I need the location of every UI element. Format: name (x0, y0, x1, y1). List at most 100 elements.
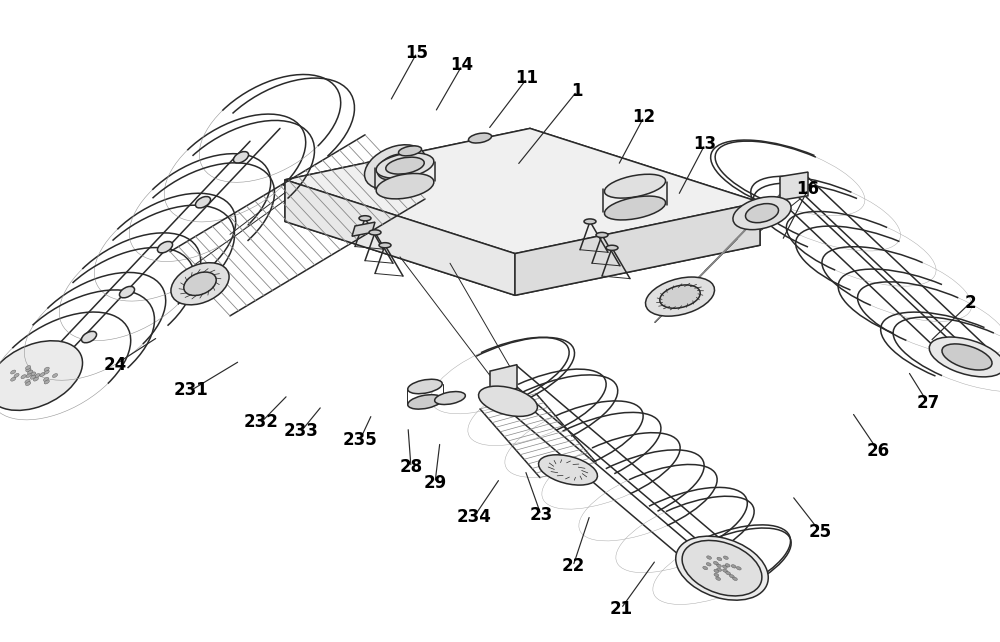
Ellipse shape (376, 173, 434, 199)
Text: 24: 24 (103, 356, 127, 374)
Ellipse shape (660, 285, 700, 308)
Text: 12: 12 (632, 108, 656, 126)
Ellipse shape (729, 575, 734, 578)
Ellipse shape (369, 230, 381, 235)
Ellipse shape (645, 277, 715, 316)
Ellipse shape (725, 564, 730, 567)
Ellipse shape (716, 577, 721, 580)
Ellipse shape (33, 377, 39, 381)
Ellipse shape (398, 146, 422, 156)
Ellipse shape (717, 557, 722, 560)
Ellipse shape (11, 377, 16, 381)
Ellipse shape (25, 365, 31, 370)
Ellipse shape (716, 564, 721, 568)
Ellipse shape (929, 337, 1000, 377)
Ellipse shape (733, 577, 737, 580)
Ellipse shape (707, 556, 711, 559)
Ellipse shape (722, 565, 727, 568)
Ellipse shape (717, 568, 722, 571)
Ellipse shape (386, 157, 424, 174)
Text: 27: 27 (916, 394, 940, 412)
Ellipse shape (30, 375, 36, 379)
Polygon shape (285, 180, 515, 295)
Ellipse shape (706, 562, 711, 566)
Ellipse shape (408, 379, 442, 394)
Ellipse shape (435, 392, 465, 404)
Text: 22: 22 (561, 557, 585, 575)
Text: 233: 233 (284, 422, 318, 440)
Text: 29: 29 (423, 474, 447, 492)
Text: 16: 16 (796, 180, 820, 198)
Ellipse shape (25, 379, 30, 383)
Ellipse shape (377, 154, 413, 180)
Polygon shape (352, 222, 375, 236)
Ellipse shape (11, 370, 16, 374)
Text: 232: 232 (244, 413, 278, 431)
Ellipse shape (736, 567, 741, 570)
Ellipse shape (676, 536, 768, 600)
Ellipse shape (596, 232, 608, 238)
Text: 1: 1 (571, 82, 583, 100)
Text: 21: 21 (609, 600, 633, 618)
Ellipse shape (40, 372, 45, 376)
Ellipse shape (233, 152, 249, 163)
Text: 15: 15 (406, 44, 428, 62)
Text: 234: 234 (457, 508, 491, 526)
Ellipse shape (171, 263, 229, 305)
Ellipse shape (81, 331, 97, 343)
Ellipse shape (30, 372, 36, 376)
Text: 231: 231 (174, 381, 208, 399)
Ellipse shape (745, 204, 779, 223)
Ellipse shape (52, 374, 58, 377)
Ellipse shape (726, 571, 731, 575)
Ellipse shape (26, 368, 31, 372)
Ellipse shape (44, 367, 49, 371)
Ellipse shape (723, 569, 728, 573)
Ellipse shape (379, 243, 391, 248)
Text: 23: 23 (529, 506, 553, 524)
Ellipse shape (119, 286, 135, 298)
Polygon shape (780, 172, 808, 200)
Ellipse shape (35, 374, 40, 377)
Ellipse shape (723, 556, 728, 559)
Ellipse shape (604, 196, 666, 220)
Ellipse shape (604, 174, 666, 198)
Polygon shape (490, 365, 517, 395)
Ellipse shape (359, 216, 371, 221)
Ellipse shape (408, 395, 442, 409)
Ellipse shape (26, 374, 31, 377)
Text: 13: 13 (693, 135, 717, 153)
Polygon shape (515, 202, 760, 295)
Ellipse shape (731, 564, 736, 568)
Polygon shape (285, 128, 760, 254)
Text: 14: 14 (450, 56, 474, 74)
Ellipse shape (27, 370, 33, 374)
Text: 11: 11 (516, 69, 538, 87)
Ellipse shape (365, 144, 425, 189)
Text: 25: 25 (808, 523, 832, 541)
Ellipse shape (733, 196, 791, 230)
Text: 26: 26 (866, 442, 890, 460)
Ellipse shape (184, 272, 216, 295)
Text: 28: 28 (399, 458, 423, 476)
Ellipse shape (26, 381, 31, 386)
Text: 2: 2 (964, 294, 976, 312)
Ellipse shape (942, 344, 992, 370)
Ellipse shape (713, 561, 718, 565)
Ellipse shape (606, 245, 618, 250)
Ellipse shape (0, 341, 83, 410)
Ellipse shape (44, 370, 49, 374)
Ellipse shape (468, 133, 492, 143)
Ellipse shape (21, 375, 26, 379)
Ellipse shape (584, 219, 596, 224)
Ellipse shape (539, 455, 597, 485)
Ellipse shape (44, 380, 49, 384)
Ellipse shape (682, 541, 762, 596)
Ellipse shape (376, 153, 434, 178)
Ellipse shape (157, 241, 173, 253)
Ellipse shape (703, 566, 708, 569)
Ellipse shape (714, 573, 719, 577)
Ellipse shape (14, 374, 19, 377)
Ellipse shape (479, 386, 537, 417)
Ellipse shape (195, 196, 211, 208)
